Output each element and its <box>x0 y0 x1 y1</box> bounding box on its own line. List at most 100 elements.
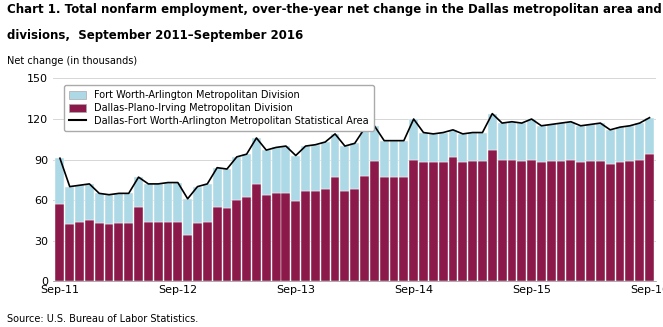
Bar <box>154 222 162 281</box>
Bar <box>360 176 369 281</box>
Bar <box>557 123 566 161</box>
Bar <box>606 130 615 164</box>
Bar <box>429 162 438 281</box>
Bar <box>134 177 143 207</box>
Bar <box>498 160 507 281</box>
Bar <box>95 223 103 281</box>
Bar <box>419 132 428 162</box>
Bar <box>606 164 615 281</box>
Bar <box>331 134 339 177</box>
Bar <box>360 129 369 176</box>
Bar <box>449 130 457 157</box>
Bar <box>262 195 271 281</box>
Bar <box>370 126 379 161</box>
Bar <box>154 184 162 222</box>
Bar <box>174 182 182 222</box>
Bar <box>409 160 418 281</box>
Bar <box>586 161 595 281</box>
Bar <box>232 157 241 200</box>
Bar <box>439 162 448 281</box>
Bar <box>242 198 251 281</box>
Bar <box>183 199 192 235</box>
Bar <box>56 158 64 204</box>
Bar <box>615 127 625 162</box>
Bar <box>478 161 487 281</box>
Bar <box>291 201 300 281</box>
Bar <box>183 235 192 281</box>
Bar <box>252 138 261 184</box>
Bar <box>124 193 133 223</box>
Bar <box>301 146 310 191</box>
Bar <box>576 162 585 281</box>
Bar <box>645 118 654 154</box>
Bar <box>645 154 654 281</box>
Bar <box>380 177 389 281</box>
Bar <box>262 150 271 195</box>
Bar <box>449 157 457 281</box>
Bar <box>341 191 349 281</box>
Bar <box>232 200 241 281</box>
Bar <box>341 146 349 191</box>
Bar <box>635 123 644 160</box>
Bar <box>458 162 467 281</box>
Bar <box>85 184 94 220</box>
Legend: Fort Worth-Arlington Metropolitan Division, Dallas-Plano-Irving Metropolitan Div: Fort Worth-Arlington Metropolitan Divisi… <box>64 85 373 131</box>
Bar <box>321 142 330 189</box>
Bar <box>488 113 497 150</box>
Bar <box>527 119 536 160</box>
Bar <box>498 123 507 160</box>
Bar <box>350 143 359 189</box>
Bar <box>124 223 133 281</box>
Bar <box>625 126 634 161</box>
Bar <box>223 169 231 208</box>
Bar <box>409 119 418 160</box>
Bar <box>596 123 605 161</box>
Bar <box>203 184 211 222</box>
Bar <box>439 132 448 162</box>
Bar <box>557 161 566 281</box>
Bar <box>66 224 74 281</box>
Bar <box>85 220 94 281</box>
Bar <box>566 160 575 281</box>
Bar <box>144 184 152 222</box>
Bar <box>193 223 202 281</box>
Bar <box>291 156 300 201</box>
Bar <box>193 187 202 223</box>
Bar <box>468 132 477 161</box>
Bar <box>399 141 408 177</box>
Bar <box>66 187 74 224</box>
Bar <box>537 162 546 281</box>
Bar <box>311 145 320 191</box>
Bar <box>586 125 595 161</box>
Bar <box>331 177 339 281</box>
Bar <box>517 161 526 281</box>
Bar <box>576 126 585 162</box>
Text: Chart 1. Total nonfarm employment, over-the-year net change in the Dallas metrop: Chart 1. Total nonfarm employment, over-… <box>7 3 663 16</box>
Bar <box>223 208 231 281</box>
Bar <box>174 222 182 281</box>
Bar <box>95 193 103 223</box>
Bar <box>537 126 546 162</box>
Bar <box>144 222 152 281</box>
Bar <box>429 134 438 162</box>
Bar <box>164 182 172 222</box>
Bar <box>272 147 280 193</box>
Bar <box>419 162 428 281</box>
Bar <box>478 132 487 161</box>
Bar <box>301 191 310 281</box>
Bar <box>370 161 379 281</box>
Text: divisions,  September 2011–September 2016: divisions, September 2011–September 2016 <box>7 29 303 43</box>
Bar <box>458 134 467 162</box>
Bar <box>547 161 556 281</box>
Bar <box>350 189 359 281</box>
Bar <box>468 161 477 281</box>
Text: Source: U.S. Bureau of Labor Statistics.: Source: U.S. Bureau of Labor Statistics. <box>7 314 198 324</box>
Bar <box>272 193 280 281</box>
Bar <box>527 160 536 281</box>
Bar <box>507 160 516 281</box>
Bar <box>75 222 84 281</box>
Bar <box>517 123 526 161</box>
Bar <box>75 185 84 222</box>
Bar <box>213 207 221 281</box>
Bar <box>399 177 408 281</box>
